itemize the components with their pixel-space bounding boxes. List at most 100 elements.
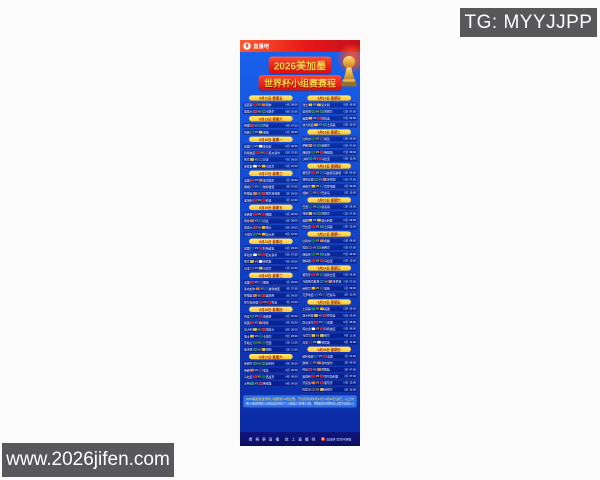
match-row: 伊朗 VS 埃及 G组 06:00: [242, 367, 299, 373]
flag-icon: [250, 246, 254, 250]
team-away: 巴拉圭: [327, 313, 336, 318]
match-row: 丹麦 VS 墨西哥 A组 05:00: [242, 313, 299, 319]
match-row: 美国 VS 巴拉圭 D组 09:00: [300, 115, 358, 121]
schedule-section: 6月24日 星期三 葡萄牙 VS 哥伦比亚 K组 06:00 乌兹别克斯坦 VS 牙买加 K组 07…: [300, 265, 358, 298]
team-away: 摩洛哥: [321, 205, 330, 209]
section-date-pill: 6月26日 星期五: [307, 299, 352, 305]
match-time: 06:00: [290, 368, 298, 372]
vs-label: VS: [257, 347, 261, 351]
match-time: 09:00: [349, 286, 356, 290]
flag-icon: [308, 212, 313, 215]
world-cup-trophy-icon: [341, 55, 357, 87]
flag-icon: [259, 368, 263, 372]
team-home: 美国: [302, 116, 309, 120]
match-time: 06:00: [349, 239, 356, 243]
vs-label: VS: [257, 375, 261, 379]
group-tag: H组: [285, 381, 290, 385]
schedule-column-right: 6月14日 星期日 瑞士 VS 意大利 B组 06:00 摩洛哥 VS 苏格兰 C组 07:30 美国…: [300, 95, 358, 394]
flag-icon: [323, 314, 327, 317]
vs-label: VS: [257, 164, 261, 168]
flag-icon: [317, 218, 321, 222]
team-home: 韩国: [243, 123, 250, 128]
group-tag: J组: [285, 293, 290, 297]
match-time: 06:00: [290, 361, 298, 365]
group-tag: C组: [285, 347, 290, 351]
group-tag: H组: [343, 252, 348, 256]
flag-icon: [311, 239, 315, 242]
group-tag: J组: [285, 300, 290, 304]
match-time: 09:00: [290, 157, 298, 161]
group-tag: B组: [285, 225, 290, 229]
flag-icon: [261, 110, 266, 113]
vs-label: VS: [254, 280, 259, 284]
group-tag: L组: [343, 387, 348, 391]
flag-icon: [323, 320, 327, 324]
group-tag: C组: [285, 130, 290, 134]
flag-icon: [314, 178, 318, 181]
vs-label: VS: [313, 218, 317, 222]
match-row: 加拿大 VS 卡塔尔 B组 10:00: [242, 108, 299, 115]
vs-label: VS: [315, 374, 320, 378]
flag-icon: [317, 116, 321, 120]
vs-label: VS: [315, 327, 320, 331]
match-row: 厄瓜多尔 VS 德国 E组 08:00: [300, 319, 358, 325]
match-time: 07:00: [290, 185, 298, 189]
group-tag: K组: [343, 273, 348, 277]
match-time: 07:00: [290, 253, 298, 257]
match-row: 法国 VS 塞内加尔 I组 06:00: [242, 177, 299, 183]
vs-label: VS: [315, 259, 320, 263]
flag-icon: [314, 314, 318, 317]
team-away: 苏格兰: [324, 109, 333, 114]
flag-icon: [267, 300, 271, 304]
group-tag: C组: [343, 109, 348, 113]
flag-icon: [261, 192, 266, 195]
flag-icon: [323, 123, 327, 126]
team-home: 沙特: [243, 381, 250, 386]
match-row: 瑞士 VS 卡塔尔 B组 08:00: [242, 333, 299, 339]
flag-icon: [261, 375, 266, 378]
group-tag: H组: [343, 150, 348, 154]
match-time: 09:00: [290, 225, 298, 229]
group-tag: A组: [285, 219, 290, 223]
team-home: 美国: [302, 218, 309, 222]
flag-icon: [261, 362, 266, 365]
match-time: 09:00: [349, 116, 356, 120]
match-time: 07:30: [349, 109, 356, 113]
team-away: 塞内加尔: [263, 178, 275, 182]
flag-icon: [250, 219, 254, 222]
team-away: 苏格兰: [321, 211, 330, 216]
group-tag: E组: [343, 320, 348, 324]
team-away: 海地: [265, 347, 272, 352]
vs-label: VS: [257, 341, 261, 345]
flag-icon: [311, 137, 315, 140]
flag-icon: [250, 178, 254, 182]
flag-icon: [320, 259, 324, 262]
team-home: 土耳其: [302, 307, 311, 311]
match-time: 07:00: [349, 374, 356, 378]
team-home: 英格兰: [302, 286, 311, 290]
schedule-section: 6月19日 星期五 墨西哥 VS 韩国 A组 06:00 南非 VS 丹麦 A组 08:00 加拿大 V…: [242, 204, 299, 237]
section-date-pill: 6月13日 星期六: [248, 115, 293, 122]
match-row: 澳大利亚 VS 巴拉圭 D组 05:00: [300, 312, 358, 319]
match-row: 葡萄牙 VS 哥伦比亚 K组 06:00: [300, 271, 358, 278]
group-tag: B组: [285, 327, 290, 331]
match-time: 09:00: [290, 293, 298, 297]
flag-icon: [328, 280, 333, 283]
vs-label: VS: [313, 361, 317, 365]
section-date-pill: 6月18日 星期四: [307, 163, 352, 169]
schedule-section: 6月17日 星期三 法国 VS 塞内加尔 I组 06:00 挪威 VS 玻利维亚 I组 07:00 阿…: [242, 170, 299, 203]
match-time: 07:00: [290, 123, 298, 127]
flag-icon: [311, 259, 315, 262]
flag-icon: [250, 130, 254, 134]
team-away: 韩国: [265, 212, 272, 216]
section-date-pill: 6月14日 星期日: [307, 95, 352, 101]
team-home: 埃及: [302, 245, 309, 250]
match-time: 10:00: [290, 198, 298, 202]
match-row: 阿根廷 VS 奥地利 J组 09:00: [242, 292, 299, 299]
section-date-pill: 6月17日 星期三: [248, 170, 293, 176]
flag-icon: [317, 103, 321, 106]
match-row: 法国 VS 挪威 I组 06:00: [242, 279, 299, 285]
vs-label: VS: [318, 320, 323, 324]
match-row: 德国 VS 库拉索 E组 06:00: [242, 143, 299, 149]
vs-label: VS: [318, 123, 323, 127]
